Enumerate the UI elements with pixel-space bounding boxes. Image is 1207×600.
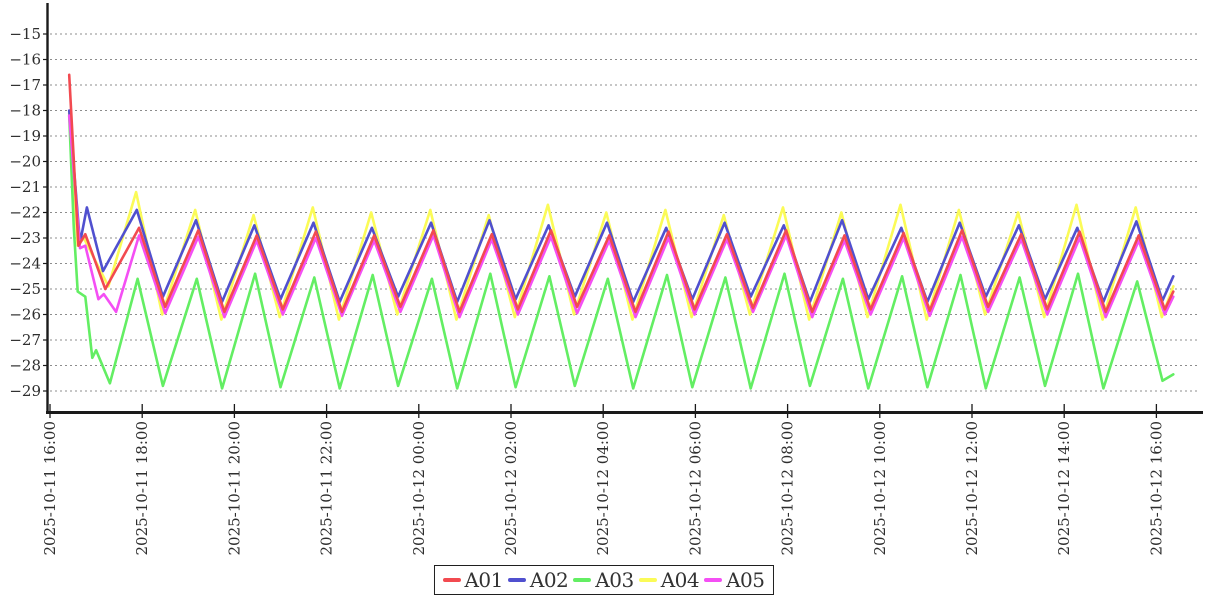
legend-item-a05: A05 <box>704 568 765 592</box>
x-tick-label: 2025-10-12 02:00 <box>502 421 520 555</box>
legend-swatch-a03 <box>573 578 592 582</box>
y-tick-label: −18 <box>9 102 41 120</box>
legend-swatch-a01 <box>442 578 461 582</box>
x-tick-label: 2025-10-12 04:00 <box>594 421 612 555</box>
x-tick-label: 2025-10-12 08:00 <box>779 421 797 555</box>
series-line-a01 <box>67 73 1175 314</box>
x-tick-label: 2025-10-11 16:00 <box>41 421 59 555</box>
legend-label-a04: A04 <box>660 568 700 592</box>
y-tick-label: −28 <box>9 357 41 375</box>
x-tick-label: 2025-10-12 12:00 <box>963 421 981 555</box>
y-tick-label: −16 <box>9 51 41 69</box>
y-tick-label: −26 <box>9 306 41 324</box>
x-tick-label: 2025-10-12 06:00 <box>686 421 704 555</box>
legend-label-a02: A02 <box>529 568 569 592</box>
x-tick-label: 2025-10-12 10:00 <box>871 421 889 555</box>
y-tick-label: −17 <box>9 76 41 94</box>
x-tick-label: 2025-10-11 20:00 <box>225 421 243 555</box>
y-tick-label: −27 <box>9 331 41 349</box>
y-tick-label: −29 <box>9 382 41 400</box>
legend-item-a01: A01 <box>442 568 503 592</box>
legend-swatch-a04 <box>638 578 657 582</box>
legend-item-a03: A03 <box>573 568 634 592</box>
x-tick-label: 2025-10-12 16:00 <box>1147 421 1165 555</box>
y-tick-label: −24 <box>9 255 41 273</box>
legend-label-a05: A05 <box>726 568 765 592</box>
legend-item-a04: A04 <box>638 568 700 592</box>
legend-label-a03: A03 <box>595 568 634 592</box>
y-tick-label: −23 <box>9 229 41 247</box>
x-tick-label: 2025-10-11 22:00 <box>318 421 336 555</box>
y-tick-label: −19 <box>9 127 41 145</box>
legend-label-a01: A01 <box>464 568 503 592</box>
legend-swatch-a02 <box>507 578 526 582</box>
y-tick-label: −21 <box>9 178 41 196</box>
y-tick-label: −20 <box>9 153 41 171</box>
y-tick-label: −15 <box>9 25 41 43</box>
legend-swatch-a05 <box>704 578 723 582</box>
series-line-a03 <box>67 114 1175 390</box>
y-tick-label: −25 <box>9 280 41 298</box>
x-tick-label: 2025-10-12 14:00 <box>1055 421 1073 555</box>
legend: A01 A02 A03 A04 A05 <box>433 565 774 595</box>
x-tick-label: 2025-10-11 18:00 <box>133 421 151 555</box>
legend-item-a02: A02 <box>507 568 569 592</box>
y-tick-label: −22 <box>9 204 41 222</box>
x-tick-label: 2025-10-12 00:00 <box>410 421 428 555</box>
series-line-a05 <box>67 114 1175 319</box>
